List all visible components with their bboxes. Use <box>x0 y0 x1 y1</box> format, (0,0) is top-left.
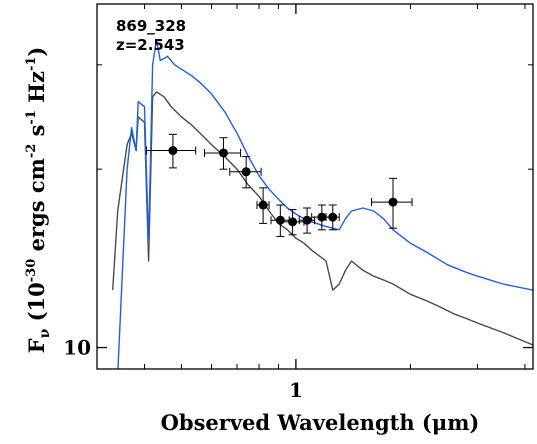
y-label-exp1: -30 <box>24 259 39 283</box>
data-point-marker <box>241 167 251 177</box>
y-label-mid1: ergs cm <box>24 158 49 259</box>
annotation-source-id: 869_328 <box>116 17 186 35</box>
data-point-0 <box>146 133 197 169</box>
data-point-9 <box>370 177 413 229</box>
data-point-marker <box>288 217 298 227</box>
y-label-base: F <box>24 338 49 353</box>
data-point-marker <box>218 148 228 158</box>
x-axis-label: Observed Wavelength (μm) <box>161 410 480 435</box>
data-point-marker <box>317 212 327 222</box>
y-label-mid3: Hz <box>24 71 49 110</box>
data-point-2 <box>229 156 262 189</box>
y-label-end: ) <box>24 47 49 57</box>
axis-layer: 1 10 <box>63 4 533 402</box>
plot-frame <box>96 3 534 370</box>
data-point-5 <box>279 208 305 236</box>
data-point-marker <box>302 215 312 225</box>
data-point-7 <box>311 204 332 231</box>
data-point-marker <box>168 146 178 156</box>
annotation-redshift: z=2.543 <box>116 36 185 54</box>
y-label-exp2: -2 <box>24 144 39 158</box>
y-label-rest: (10 <box>24 282 49 328</box>
data-point-marker <box>388 197 398 207</box>
y-label-nu: ν <box>37 328 53 338</box>
data-point-6 <box>298 207 316 234</box>
x-tick-label: 1 <box>289 378 303 402</box>
y-label-exp3: -1 <box>24 110 39 124</box>
series-line-blue <box>117 39 533 369</box>
data-point-marker <box>258 200 268 210</box>
y-label-exp4: -1 <box>24 57 39 71</box>
y-axis-label: Fν (10-30 ergs cm-2 s-1 Hz-1) <box>24 47 53 354</box>
y-label-mid2: s <box>24 125 49 144</box>
data-point-8 <box>325 204 340 231</box>
data-point-3 <box>256 187 270 224</box>
data-point-marker <box>328 212 338 222</box>
plot-layer <box>112 39 533 369</box>
y-tick-label: 10 <box>63 336 91 360</box>
data-point-1 <box>203 137 241 170</box>
